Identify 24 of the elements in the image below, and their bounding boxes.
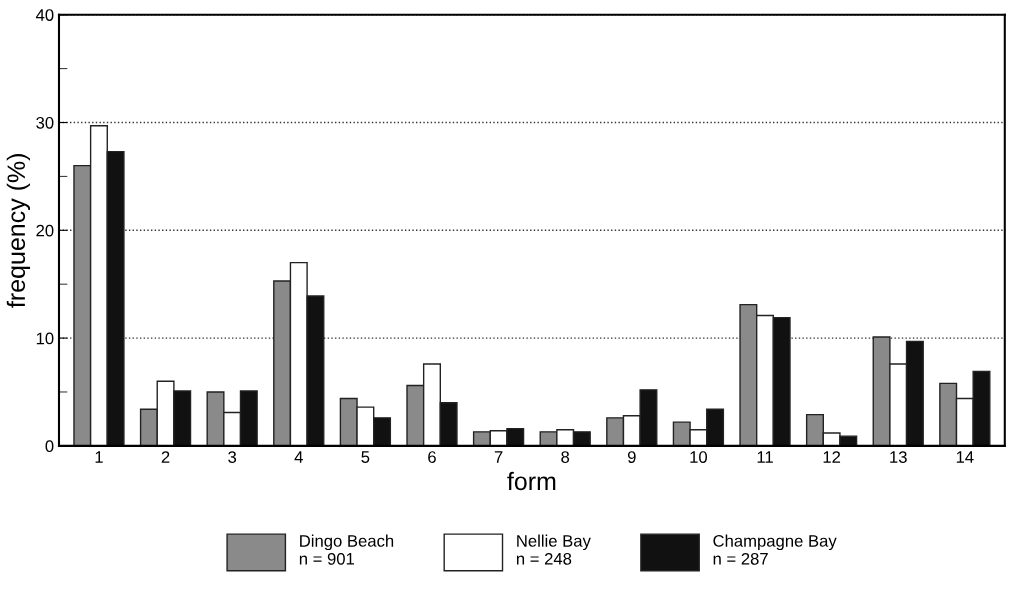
x-tick-label: 8 (561, 451, 570, 463)
x-tick-label: 13 (890, 451, 907, 463)
y-tick-label: 20 (36, 224, 54, 237)
x-tick-label: 2 (161, 451, 170, 463)
legend-label: Nellie Bay n = 248 (516, 534, 591, 565)
x-tick-label: 6 (428, 451, 436, 463)
x-axis-title: form (507, 471, 556, 491)
y-tick-label: 0 (45, 440, 54, 453)
x-tick-label: 3 (228, 451, 237, 463)
y-axis-title: frequency (%) (6, 154, 31, 308)
x-tick-label: 5 (361, 451, 370, 463)
x-tick-label: 7 (494, 451, 503, 463)
x-tick-label: 9 (627, 451, 636, 463)
y-tick-label: 40 (35, 9, 54, 21)
x-tick-label: 11 (757, 451, 773, 463)
x-tick-label: 1 (95, 451, 103, 463)
x-tick-label: 4 (294, 451, 303, 463)
y-tick-label: 30 (36, 116, 54, 129)
legend-label: Champagne Bay n = 287 (713, 534, 837, 565)
x-tick-label: 10 (690, 451, 708, 463)
y-tick-label: 10 (36, 332, 54, 345)
x-tick-label: 12 (823, 451, 841, 463)
legend-label: Dingo Beach n = 901 (299, 534, 394, 565)
x-tick-label: 14 (956, 451, 974, 463)
